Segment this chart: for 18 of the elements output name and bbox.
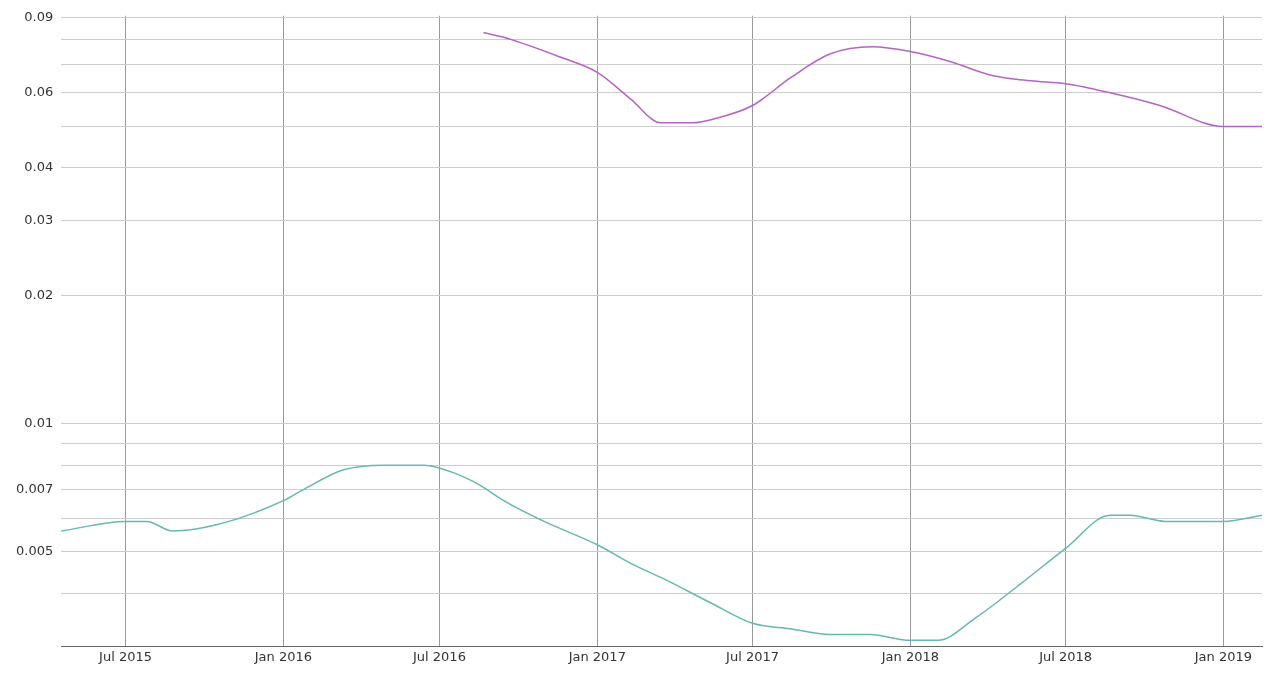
x-tick-label: Jan 2018 [880, 648, 939, 664]
x-tick-label: Jan 2019 [1193, 648, 1253, 664]
y-tick-label: 0.06 [24, 84, 54, 100]
y-tick-label: 0.005 [16, 543, 54, 559]
y-tick-label: 0.03 [24, 212, 54, 228]
x-tick-label: Jan 2016 [253, 648, 312, 664]
line-series [483, 32, 1262, 128]
x-tick-label: Jul 2018 [1038, 648, 1093, 664]
x-tick-label: Jul 2015 [98, 648, 152, 664]
y-tick-label: 0.09 [24, 9, 54, 25]
y-tick-label: 0.04 [24, 159, 54, 175]
y-tick-label: 0.02 [24, 287, 54, 303]
y-tick-label: 0.007 [16, 481, 54, 497]
x-tick-label: Jul 2017 [725, 648, 779, 664]
line-series [61, 464, 1262, 642]
x-tick-label: Jan 2017 [567, 648, 626, 664]
x-tick-label: Jul 2016 [412, 648, 466, 664]
y-tick-label: 0.01 [24, 415, 54, 431]
